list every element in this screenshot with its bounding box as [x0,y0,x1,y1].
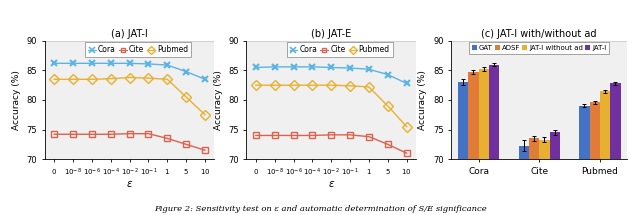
Cite [69,133,77,135]
Cite [252,134,260,137]
Legend: Cora, Cite, Pubmed: Cora, Cite, Pubmed [287,42,393,57]
Pubmed [403,125,410,128]
Cora [384,73,392,76]
Cora [69,62,77,64]
Bar [458,82,468,215]
Cite [346,134,354,136]
Cora [365,68,372,71]
Line: Pubmed: Pubmed [252,82,410,130]
Cite [201,149,209,152]
Y-axis label: Accuracy (%): Accuracy (%) [419,70,428,130]
Y-axis label: Accuracy (%): Accuracy (%) [214,70,223,130]
Pubmed [365,86,372,88]
Legend: Cora, Cite, Pubmed: Cora, Cite, Pubmed [85,42,191,57]
Pubmed [163,78,171,81]
Cora [51,62,58,64]
Cora [201,78,209,81]
Y-axis label: Accuracy (%): Accuracy (%) [12,70,21,130]
Cite [107,133,115,135]
Bar [579,106,589,215]
Cora [88,62,96,64]
Title: (c) JAT-I with/without ad: (c) JAT-I with/without ad [481,29,597,39]
Line: Cite: Cite [253,132,410,156]
Pubmed [308,84,316,86]
Cite [88,133,96,135]
Pubmed [271,84,278,86]
Bar [489,64,499,215]
Cora [107,62,115,64]
Pubmed [384,104,392,107]
Line: Cite: Cite [51,131,208,153]
Cite [145,132,152,135]
Pubmed [107,77,115,80]
Cite [384,143,392,146]
Title: (b) JAT-E: (b) JAT-E [311,29,351,39]
Line: Cora: Cora [252,63,410,87]
Cora [308,66,316,68]
Cora [125,62,134,64]
Line: Cora: Cora [51,60,209,83]
Cite [182,143,190,146]
Bar [518,146,529,215]
Cora [182,70,190,73]
Cite [271,134,278,137]
Pubmed [327,84,335,86]
Cite [365,135,372,138]
Legend: GAT, ADSF, JAT-I without ad, JAT-I: GAT, ADSF, JAT-I without ad, JAT-I [469,42,609,54]
Cora [163,64,171,66]
Bar [468,72,479,215]
Pubmed [69,78,77,81]
Cite [163,137,171,140]
Bar [610,83,621,215]
Title: (a) JAT-I: (a) JAT-I [111,29,148,39]
Pubmed [290,84,298,86]
Pubmed [201,114,209,116]
Bar [600,91,610,215]
Cite [290,134,298,137]
Cora [252,66,260,69]
Cora [327,66,335,69]
Cora [145,63,152,65]
Bar [479,69,489,215]
Pubmed [182,96,190,98]
Pubmed [145,77,152,79]
Pubmed [252,84,260,86]
Bar [540,140,550,215]
Cite [125,132,134,135]
Cora [271,66,278,68]
Text: Figure 2: Sensitivity test on ε and automatic determination of S/E significance: Figure 2: Sensitivity test on ε and auto… [154,205,486,213]
X-axis label: ε: ε [328,180,334,189]
Pubmed [125,76,134,79]
Pubmed [88,78,96,81]
Bar [589,102,600,215]
Cora [290,66,298,68]
Cite [327,134,335,136]
Cora [346,67,354,69]
Cite [308,134,316,137]
Line: Pubmed: Pubmed [51,74,209,118]
Pubmed [346,84,354,87]
Cite [51,133,58,135]
Bar [529,138,539,215]
Cite [403,152,410,154]
Cora [403,82,410,85]
Bar [550,132,560,215]
X-axis label: ε: ε [127,180,132,189]
Pubmed [51,78,58,81]
